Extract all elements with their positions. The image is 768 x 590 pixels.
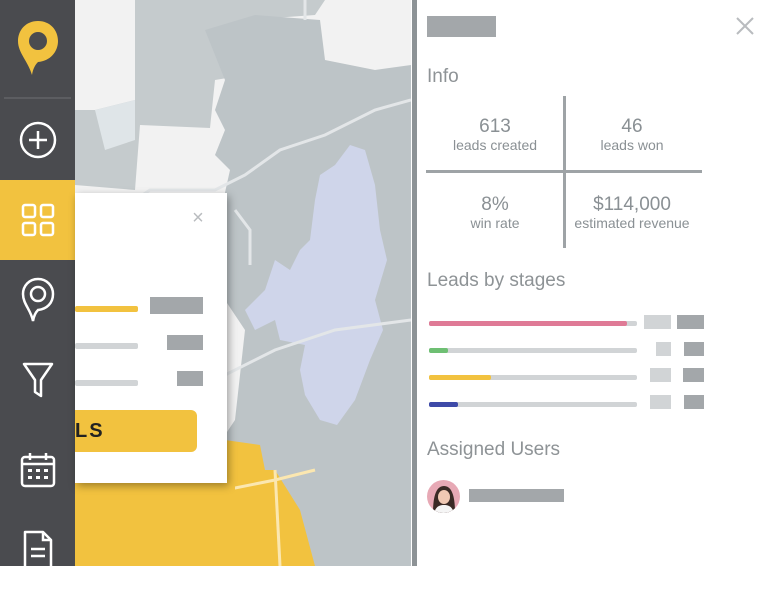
map-pin-icon — [21, 277, 54, 322]
popup-bar-gray-1 — [75, 343, 138, 349]
stat-leads-created-value: 613 — [479, 116, 511, 137]
stage-count-placeholder — [644, 315, 671, 329]
calendar-icon — [20, 453, 55, 488]
stat-revenue-value: $114,000 — [593, 194, 671, 215]
stage-value-placeholder — [677, 315, 704, 329]
map-yellow-area — [75, 480, 235, 566]
popup-details-button[interactable]: LS — [75, 410, 197, 452]
stage-progress — [429, 321, 627, 326]
dashboard-grid-icon — [21, 203, 54, 237]
stat-leads-won-label: leads won — [600, 137, 664, 153]
stats-divider-horizontal — [426, 170, 702, 173]
document-icon — [23, 530, 52, 571]
stage-progress — [429, 375, 491, 380]
panel-title-placeholder — [427, 16, 496, 37]
nav-item-filter[interactable] — [0, 340, 75, 420]
stage-count-placeholder — [650, 395, 671, 409]
popup-bar-yellow — [75, 306, 138, 312]
info-heading: Info — [427, 66, 459, 87]
stage-count-placeholder — [656, 342, 671, 356]
leads-by-stages-heading: Leads by stages — [427, 270, 566, 291]
nav-item-documents[interactable] — [0, 510, 75, 590]
nav-item-dashboard[interactable] — [0, 180, 75, 260]
user-name-placeholder — [469, 489, 564, 502]
nav-item-locations[interactable] — [0, 260, 75, 340]
assigned-users-heading: Assigned Users — [427, 439, 561, 460]
popup-value-1 — [150, 297, 203, 314]
map-canvas[interactable] — [75, 0, 411, 566]
stage-value-placeholder — [683, 368, 704, 382]
stat-win-rate-label: win rate — [470, 215, 520, 231]
stage-track — [429, 348, 637, 353]
details-panel — [412, 0, 768, 566]
stat-revenue-label: estimated revenue — [574, 215, 690, 231]
popup-close-icon[interactable]: × — [192, 207, 204, 229]
stage-value-placeholder — [684, 395, 704, 409]
close-icon[interactable] — [733, 14, 757, 38]
stat-leads-won-value: 46 — [621, 116, 643, 137]
nav-item-calendar[interactable] — [0, 430, 75, 510]
popup-value-2 — [167, 335, 203, 350]
add-circle-icon — [19, 121, 56, 159]
stage-value-placeholder — [684, 342, 704, 356]
popup-button-label: LS — [75, 420, 105, 442]
stage-progress — [429, 348, 448, 353]
stat-leads-created-label: leads created — [452, 137, 538, 153]
popup-value-3 — [177, 371, 203, 386]
stage-track — [429, 402, 637, 407]
stage-track — [429, 375, 637, 380]
sidebar — [0, 0, 75, 571]
map-pin-logo-icon — [17, 21, 58, 75]
user-avatar — [427, 480, 460, 513]
nav-item-add[interactable] — [0, 100, 75, 180]
filter-funnel-icon — [22, 362, 53, 398]
app-logo[interactable] — [0, 0, 75, 96]
popup-bar-gray-2 — [75, 380, 138, 386]
stat-win-rate-value: 8% — [481, 194, 509, 215]
stage-count-placeholder — [650, 368, 671, 382]
stage-progress — [429, 402, 458, 407]
sidebar-divider — [4, 97, 71, 99]
